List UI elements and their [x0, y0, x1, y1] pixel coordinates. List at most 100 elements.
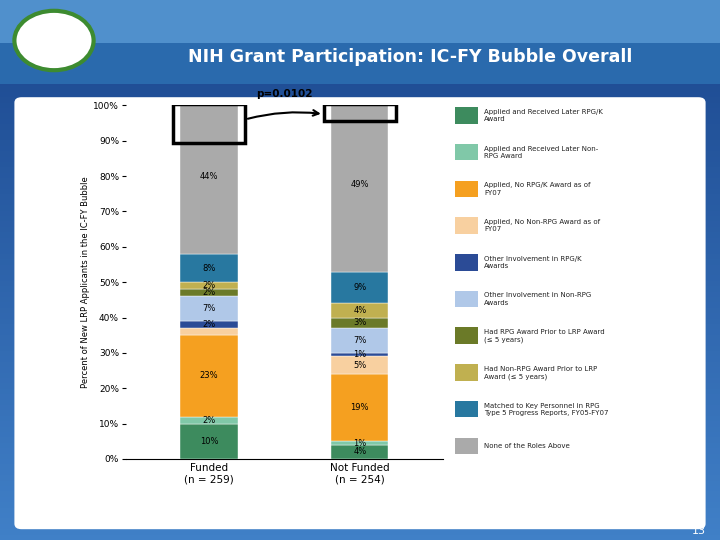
Bar	[0, 130, 720, 135]
Bar	[0, 362, 720, 367]
Bar	[0, 454, 720, 459]
Bar	[0, 49, 720, 54]
Bar	[180, 282, 238, 289]
Bar	[0, 162, 720, 167]
Bar	[0, 459, 720, 464]
Bar	[0, 340, 720, 346]
Bar	[455, 180, 478, 197]
Bar	[0, 481, 720, 486]
Bar	[0, 394, 720, 400]
Text: Applied and Received Later RPG/K
Award: Applied and Received Later RPG/K Award	[484, 109, 603, 122]
Bar	[0, 211, 720, 216]
Bar	[0, 427, 720, 432]
Y-axis label: Percent of New LRP Applicants in the IC-FY Bubble: Percent of New LRP Applicants in the IC-…	[81, 176, 91, 388]
Text: Other Involvement in RPG/K
Awards: Other Involvement in RPG/K Awards	[484, 255, 582, 269]
Bar	[0, 232, 720, 238]
Bar	[0, 146, 720, 151]
Bar	[0, 389, 720, 394]
Bar	[0, 140, 720, 146]
Text: 4%: 4%	[354, 306, 366, 315]
Bar	[455, 364, 478, 381]
Bar	[455, 401, 478, 417]
Text: 3%: 3%	[353, 318, 366, 327]
Text: 1%: 1%	[354, 350, 366, 359]
Bar	[455, 144, 478, 160]
Bar	[0, 178, 720, 184]
Bar	[0, 513, 720, 518]
Bar	[455, 217, 478, 234]
Bar	[455, 327, 478, 344]
Bar	[331, 272, 389, 303]
Bar	[0, 54, 720, 59]
Bar	[0, 335, 720, 340]
Bar	[180, 289, 238, 296]
Bar	[0, 470, 720, 475]
Bar	[0, 324, 720, 329]
Bar	[455, 291, 478, 307]
Bar	[0, 238, 720, 243]
Bar	[0, 265, 720, 270]
Bar	[0, 0, 720, 43]
FancyBboxPatch shape	[14, 97, 706, 529]
Bar	[331, 303, 389, 318]
Bar	[0, 70, 720, 76]
Bar	[0, 524, 720, 529]
Bar	[455, 254, 478, 271]
Bar	[0, 464, 720, 470]
Bar	[0, 86, 720, 92]
Bar	[0, 22, 720, 27]
Text: Other Involvement in Non-RPG
Awards: Other Involvement in Non-RPG Awards	[484, 293, 591, 306]
Bar	[0, 275, 720, 281]
Bar	[0, 259, 720, 265]
Bar	[0, 5, 720, 11]
Bar	[0, 76, 720, 81]
Text: 8%: 8%	[202, 264, 216, 273]
Bar	[0, 378, 720, 383]
Bar	[0, 16, 720, 22]
Bar	[0, 200, 720, 205]
Text: 10%: 10%	[199, 437, 218, 446]
Text: 7%: 7%	[353, 336, 366, 345]
Bar	[180, 328, 238, 335]
Text: 13: 13	[692, 525, 706, 536]
Bar	[0, 157, 720, 162]
Text: 23%: 23%	[199, 372, 218, 380]
Bar	[0, 167, 720, 173]
Bar	[0, 313, 720, 319]
Bar	[0, 65, 720, 70]
Bar	[0, 216, 720, 221]
Bar	[0, 400, 720, 405]
Bar	[0, 432, 720, 437]
Bar	[0, 113, 720, 119]
Bar	[0, 281, 720, 286]
Bar	[0, 319, 720, 324]
Bar	[0, 189, 720, 194]
Bar	[0, 383, 720, 389]
Bar	[0, 0, 720, 84]
Bar	[0, 346, 720, 351]
Bar	[180, 416, 238, 423]
Text: None of the Roles Above: None of the Roles Above	[484, 443, 570, 449]
Bar	[180, 254, 238, 282]
Bar	[0, 475, 720, 481]
Text: 4%: 4%	[354, 448, 366, 456]
Bar	[331, 445, 389, 459]
Bar	[0, 486, 720, 491]
Bar	[0, 59, 720, 65]
Text: 44%: 44%	[199, 172, 218, 180]
Bar	[0, 151, 720, 157]
Bar	[0, 270, 720, 275]
Text: 5%: 5%	[354, 361, 366, 370]
Bar	[0, 92, 720, 97]
Bar	[0, 103, 720, 108]
Bar	[0, 292, 720, 297]
Text: Matched to Key Personnel in RPG
Type 5 Progress Reports, FY05-FY07: Matched to Key Personnel in RPG Type 5 P…	[484, 403, 608, 416]
Text: 2%: 2%	[202, 288, 215, 297]
Bar	[331, 328, 389, 353]
Bar	[0, 351, 720, 356]
Bar	[0, 124, 720, 130]
Bar	[0, 32, 720, 38]
Bar	[0, 529, 720, 535]
Bar	[331, 353, 389, 356]
Bar	[0, 302, 720, 308]
